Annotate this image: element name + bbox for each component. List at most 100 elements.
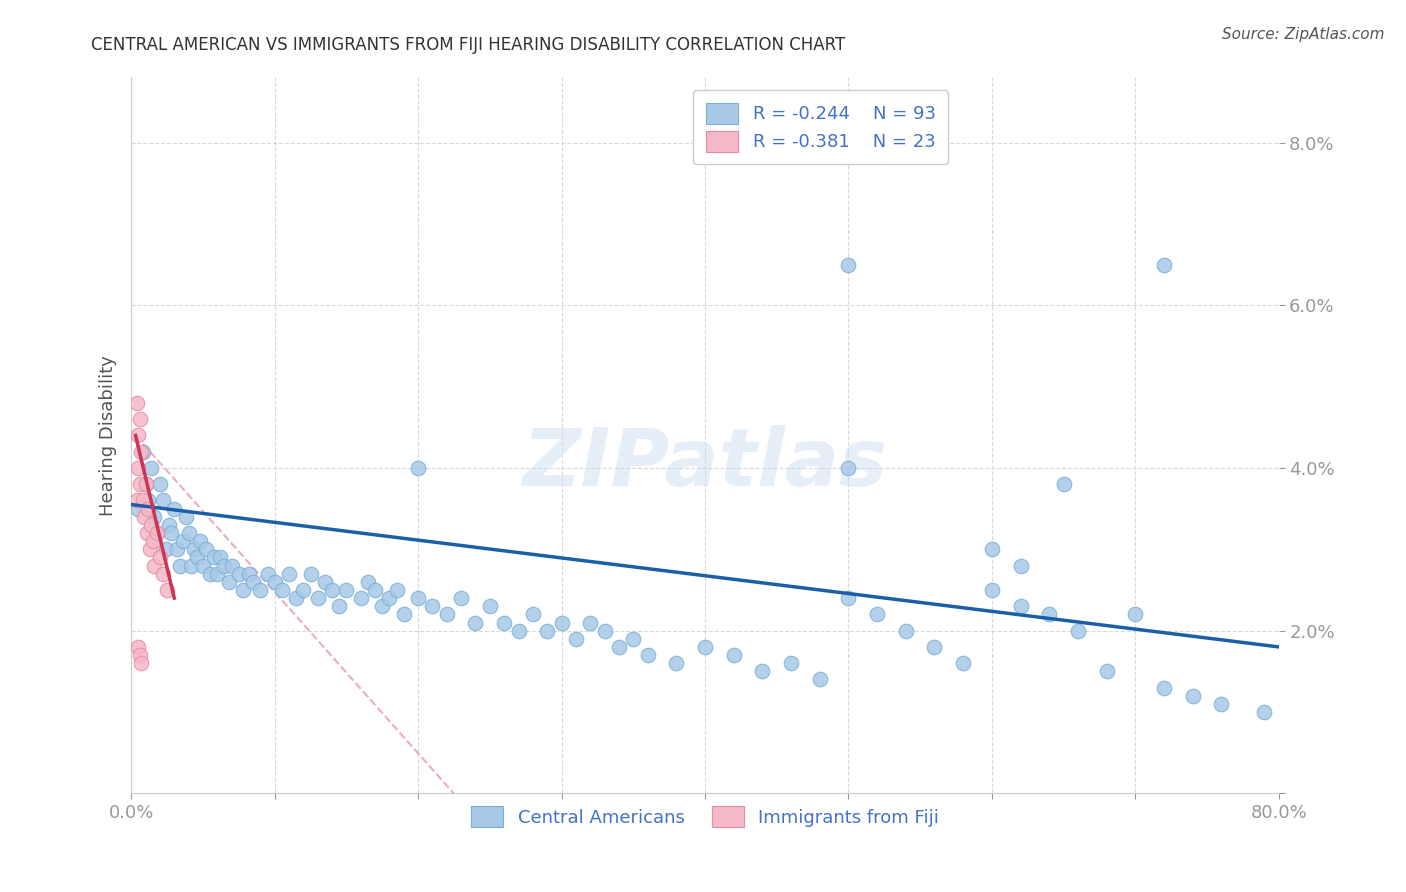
Point	[141, 461, 163, 475]
Point	[335, 582, 357, 597]
Point	[980, 582, 1002, 597]
Point	[127, 640, 149, 654]
Point	[146, 526, 169, 541]
Point	[228, 566, 250, 581]
Point	[127, 501, 149, 516]
Point	[263, 574, 285, 589]
Point	[924, 640, 946, 654]
Point	[1253, 705, 1275, 719]
Point	[357, 574, 380, 589]
Point	[1010, 558, 1032, 573]
Point	[157, 517, 180, 532]
Point	[385, 582, 408, 597]
Point	[242, 574, 264, 589]
Point	[134, 509, 156, 524]
Point	[256, 566, 278, 581]
Point	[149, 550, 172, 565]
Point	[183, 542, 205, 557]
Point	[406, 461, 429, 475]
Point	[1052, 477, 1074, 491]
Point	[152, 493, 174, 508]
Point	[149, 477, 172, 491]
Point	[155, 542, 177, 557]
Point	[1095, 665, 1118, 679]
Point	[129, 656, 152, 670]
Point	[191, 558, 214, 573]
Point	[292, 582, 315, 597]
Point	[218, 574, 240, 589]
Point	[522, 607, 544, 622]
Point	[139, 542, 162, 557]
Point	[378, 591, 401, 606]
Point	[536, 624, 558, 638]
Point	[127, 428, 149, 442]
Point	[180, 558, 202, 573]
Point	[508, 624, 530, 638]
Point	[494, 615, 516, 630]
Point	[1067, 624, 1090, 638]
Point	[141, 517, 163, 532]
Point	[129, 444, 152, 458]
Point	[723, 648, 745, 662]
Point	[142, 534, 165, 549]
Point	[894, 624, 917, 638]
Text: Source: ZipAtlas.com: Source: ZipAtlas.com	[1222, 27, 1385, 42]
Text: CENTRAL AMERICAN VS IMMIGRANTS FROM FIJI HEARING DISABILITY CORRELATION CHART: CENTRAL AMERICAN VS IMMIGRANTS FROM FIJI…	[91, 36, 845, 54]
Point	[132, 493, 155, 508]
Point	[194, 542, 217, 557]
Text: ZIPatlas: ZIPatlas	[523, 425, 887, 503]
Point	[837, 591, 859, 606]
Point	[392, 607, 415, 622]
Point	[436, 607, 458, 622]
Point	[143, 558, 166, 573]
Point	[637, 648, 659, 662]
Y-axis label: Hearing Disability: Hearing Disability	[100, 355, 117, 516]
Point	[125, 493, 148, 508]
Point	[307, 591, 329, 606]
Legend: Central Americans, Immigrants from Fiji: Central Americans, Immigrants from Fiji	[464, 799, 946, 834]
Point	[174, 509, 197, 524]
Point	[450, 591, 472, 606]
Point	[1123, 607, 1146, 622]
Point	[808, 673, 831, 687]
Point	[169, 558, 191, 573]
Point	[422, 599, 444, 614]
Point	[751, 665, 773, 679]
Point	[221, 558, 243, 573]
Point	[135, 477, 157, 491]
Point	[249, 582, 271, 597]
Point	[1153, 681, 1175, 695]
Point	[172, 534, 194, 549]
Point	[138, 493, 160, 508]
Point	[146, 526, 169, 541]
Point	[270, 582, 292, 597]
Point	[143, 509, 166, 524]
Point	[565, 632, 588, 646]
Point	[780, 656, 803, 670]
Point	[478, 599, 501, 614]
Point	[1010, 599, 1032, 614]
Point	[156, 582, 179, 597]
Point	[232, 582, 254, 597]
Point	[314, 574, 336, 589]
Point	[464, 615, 486, 630]
Point	[278, 566, 301, 581]
Point	[621, 632, 644, 646]
Point	[214, 558, 236, 573]
Point	[1211, 697, 1233, 711]
Point	[136, 526, 159, 541]
Point	[837, 258, 859, 272]
Point	[321, 582, 343, 597]
Point	[163, 501, 186, 516]
Point	[1038, 607, 1060, 622]
Point	[1153, 258, 1175, 272]
Point	[152, 566, 174, 581]
Point	[127, 461, 149, 475]
Point	[837, 461, 859, 475]
Point	[980, 542, 1002, 557]
Point	[371, 599, 394, 614]
Point	[198, 566, 221, 581]
Point	[132, 444, 155, 458]
Point	[209, 550, 232, 565]
Point	[166, 542, 188, 557]
